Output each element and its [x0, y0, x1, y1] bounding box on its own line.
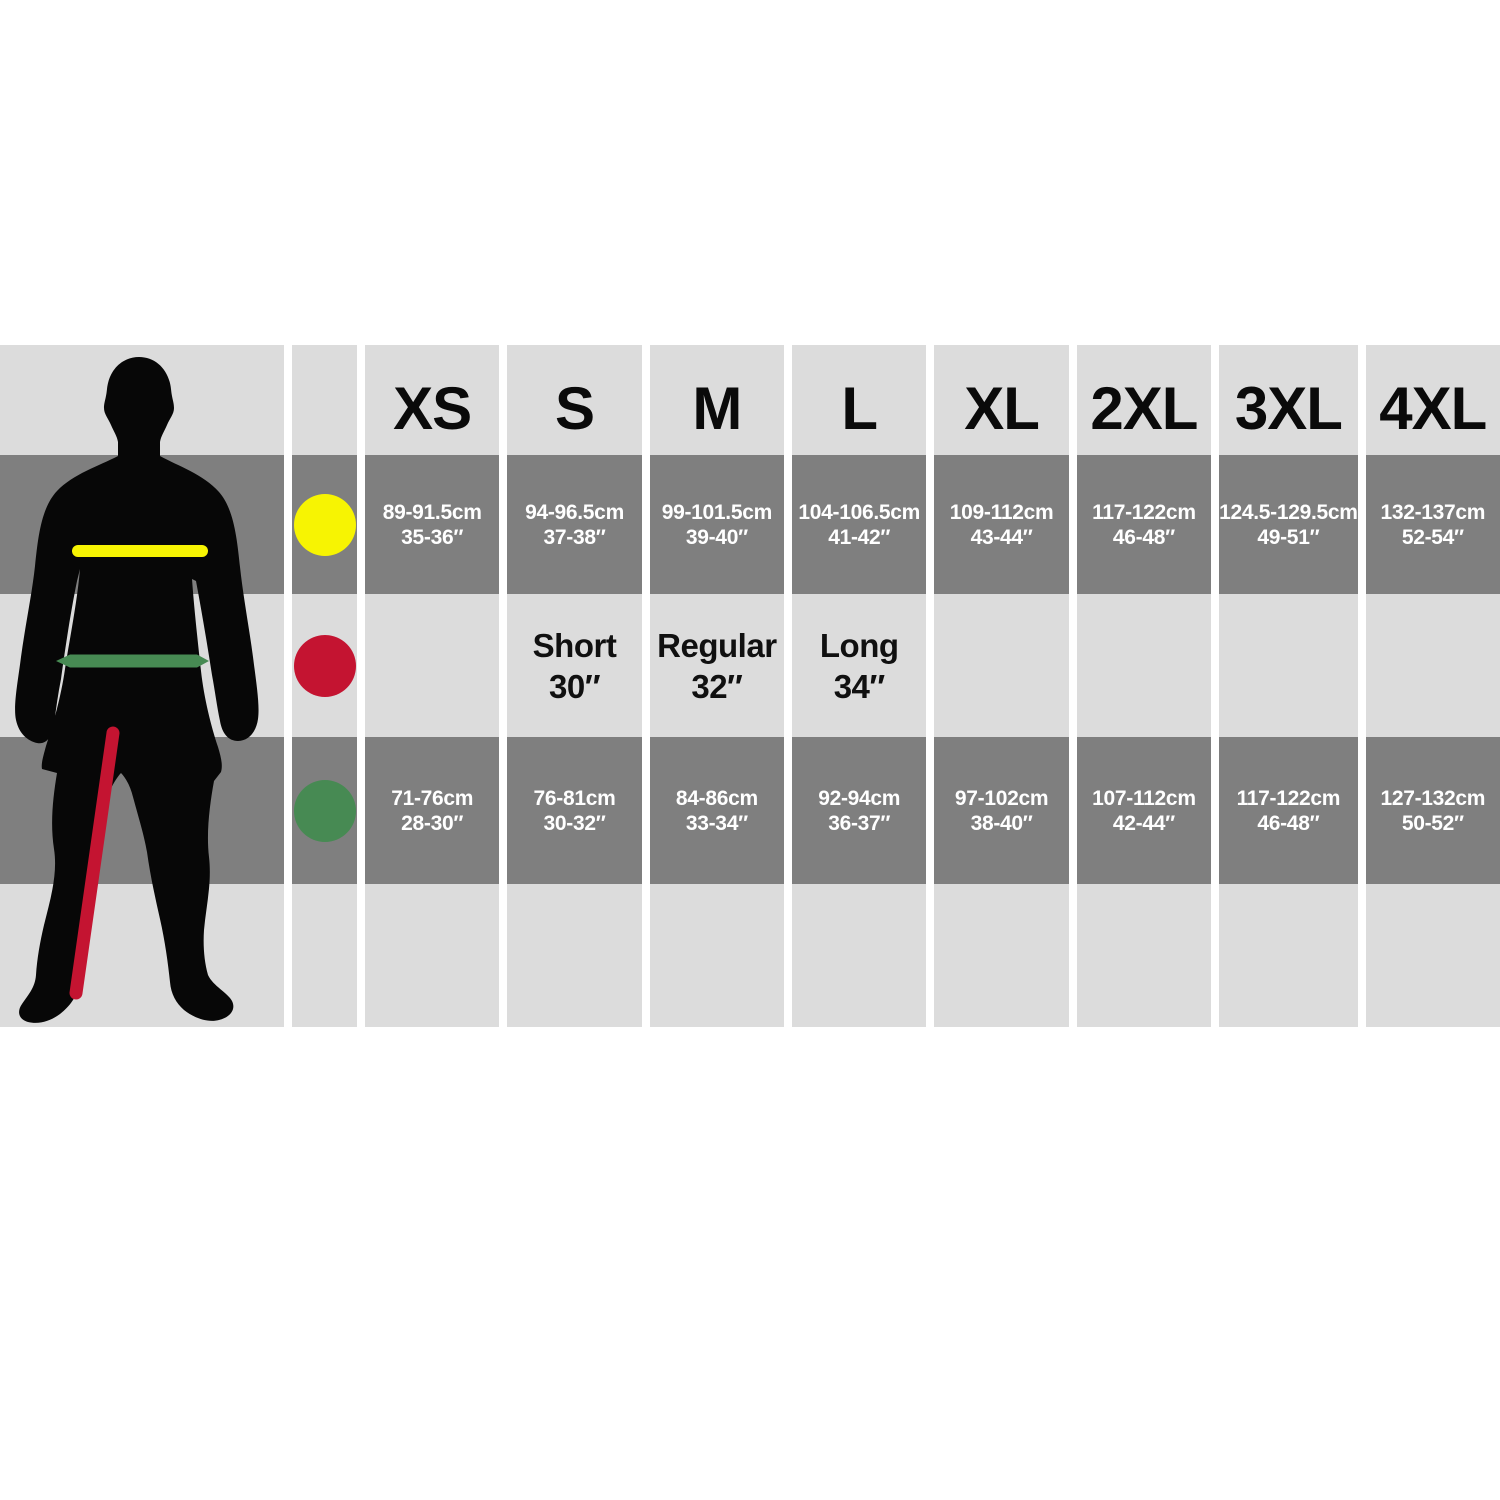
size-label: 2XL — [1090, 375, 1198, 442]
chest-cell-xs: 89-91.5cm 35-36″ — [365, 455, 500, 594]
empty-cell — [1219, 884, 1358, 1027]
chest-cell-3xl: 124.5-129.5cm 49-51″ — [1219, 455, 1358, 594]
leg-cell-xl — [934, 594, 1069, 737]
size-header-l: L — [792, 345, 927, 455]
waist-cell-xs: 71-76cm 28-30″ — [365, 737, 500, 884]
size-label: XS — [393, 375, 472, 442]
size-label: 4XL — [1379, 375, 1487, 442]
waist-cell-m: 84-86cm 33-34″ — [649, 737, 785, 884]
size-label: 3XL — [1234, 375, 1343, 442]
figure-column — [0, 345, 284, 1027]
chest-cell-l: 104-106.5cm 41-42″ — [792, 455, 927, 594]
size-header-2xl: 2XL — [1076, 345, 1212, 455]
waist-cell-3xl: 117-122cm 46-48″ — [1219, 737, 1358, 884]
size-label: L — [841, 375, 878, 442]
chest-cell-4xl: 132-137cm 52-54″ — [1365, 455, 1500, 594]
leg-cell-2xl — [1076, 594, 1212, 737]
size-chart-table: XS S M L XL 2XL 3XL 4XL 89-91.5cm 35-36″ … — [0, 345, 1500, 1027]
empty-cell — [365, 884, 500, 1027]
male-body-silhouette — [15, 357, 259, 1023]
waist-measure-line — [56, 654, 209, 668]
inside-leg-marker-cell — [292, 594, 357, 737]
inside-leg-marker-dot — [293, 634, 356, 697]
empty-cell — [292, 884, 357, 1027]
chest-cell-s: 94-96.5cm 37-38″ — [507, 455, 642, 594]
leg-cell-4xl — [1365, 594, 1500, 737]
size-label: S — [555, 375, 595, 442]
size-header-xl: XL — [934, 345, 1069, 455]
leg-cell-3xl — [1219, 594, 1358, 737]
size-header-s: S — [507, 345, 642, 455]
chest-cell-xl: 109-112cm 43-44″ — [934, 455, 1069, 594]
leg-cell-l: Long 34″ — [792, 594, 927, 737]
empty-cell — [507, 884, 642, 1027]
size-header-xs: XS — [365, 345, 500, 455]
size-header-m: M — [649, 345, 785, 455]
leg-cell-s: Short 30″ — [507, 594, 642, 737]
waist-marker-cell — [292, 737, 357, 884]
chest-marker-dot — [293, 493, 356, 556]
empty-cell — [649, 884, 785, 1027]
empty-cell — [1076, 884, 1212, 1027]
chest-cell-m: 99-101.5cm 39-40″ — [649, 455, 785, 594]
waist-marker-dot — [293, 779, 356, 842]
size-label: M — [692, 375, 742, 442]
empty-cell — [934, 884, 1069, 1027]
leg-cell-m: Regular 32″ — [649, 594, 785, 737]
waist-cell-l: 92-94cm 36-37″ — [792, 737, 927, 884]
chest-cell-2xl: 117-122cm 46-48″ — [1076, 455, 1212, 594]
chest-marker-cell — [292, 455, 357, 594]
leg-cell-xs — [365, 594, 500, 737]
size-header-4xl: 4XL — [1365, 345, 1500, 455]
waist-cell-2xl: 107-112cm 42-44″ — [1076, 737, 1212, 884]
marker-column-header — [292, 345, 357, 455]
waist-cell-xl: 97-102cm 38-40″ — [934, 737, 1069, 884]
empty-cell — [792, 884, 927, 1027]
waist-cell-s: 76-81cm 30-32″ — [507, 737, 642, 884]
inside-leg-measure-line — [69, 726, 120, 1000]
empty-cell — [1365, 884, 1500, 1027]
size-label: XL — [964, 375, 1040, 442]
body-silhouette — [15, 357, 259, 1023]
waist-cell-4xl: 127-132cm 50-52″ — [1365, 737, 1500, 884]
size-header-3xl: 3XL — [1219, 345, 1358, 455]
